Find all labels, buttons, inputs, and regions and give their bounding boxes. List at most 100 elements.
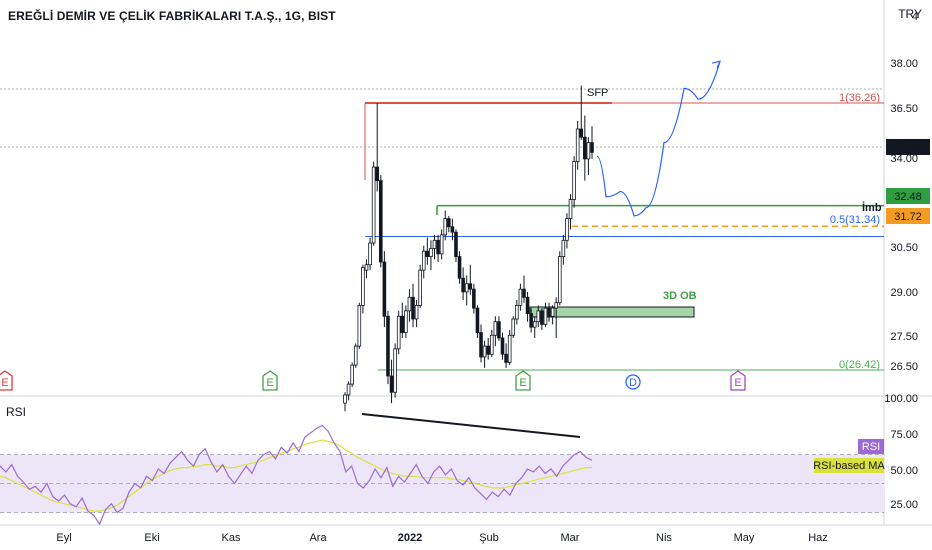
candle (411, 283, 415, 328)
candle-body (482, 345, 487, 358)
candle (432, 234, 437, 260)
fib-0-label: 0(26.42) (839, 359, 880, 371)
candle-body (500, 337, 505, 355)
candle (461, 267, 465, 300)
candle-body (439, 234, 444, 255)
candle-body (378, 180, 383, 263)
order-block-label: 3D OB (663, 290, 697, 302)
currency-label: TRY (898, 7, 922, 21)
sfp-label: SFP (587, 87, 608, 99)
candle (404, 305, 408, 338)
imbalance-badge: 31.72 (886, 208, 930, 224)
candle (353, 343, 358, 368)
rsi-tick: 100.00 (884, 393, 918, 405)
candle-body (450, 226, 455, 233)
event-marker: E (730, 370, 746, 391)
candle (457, 251, 462, 284)
rsi-tick: 50.00 (890, 465, 918, 477)
event-marker-letter: E (734, 377, 741, 389)
candle-body (350, 364, 354, 385)
candle-body (461, 277, 465, 293)
candle-body (511, 318, 516, 336)
last-price-badge-text: 34.44 (894, 142, 922, 154)
candle-body (565, 218, 569, 241)
candle (486, 337, 490, 360)
candle-body (590, 142, 594, 153)
candle (554, 297, 559, 338)
projection-path (596, 61, 721, 217)
candle-body (407, 296, 412, 312)
time-tick: Şub (479, 532, 499, 544)
event-marker: E (262, 370, 278, 391)
candle-body (404, 310, 408, 333)
candle (493, 316, 498, 347)
candle-body (421, 250, 426, 271)
price-tick: 30.50 (890, 242, 918, 254)
event-marker-shape (515, 370, 531, 391)
candle (443, 210, 448, 241)
rsi-value-badge-bg (858, 439, 884, 454)
rsi-ma-badge-text: RSI-based MA (813, 460, 885, 472)
candle (497, 316, 501, 341)
candle-body (468, 283, 473, 290)
time-tick: Haz (808, 532, 828, 544)
rsi-line (0, 424, 593, 526)
candle (389, 359, 394, 404)
candle (464, 275, 469, 306)
imbalance-label: İmb (862, 201, 882, 214)
time-tick: Kas (222, 532, 241, 544)
candle-body (447, 218, 451, 228)
candle-body (507, 334, 512, 363)
candle-body (532, 321, 537, 328)
candle-body (575, 128, 580, 163)
candle (414, 299, 419, 328)
candle (425, 237, 430, 265)
candle-body (515, 305, 519, 320)
candle (468, 264, 473, 295)
candle-body (525, 296, 530, 314)
candle-body (475, 307, 480, 333)
candle-body (479, 332, 483, 358)
candle (429, 240, 433, 271)
candle-body (518, 288, 523, 306)
candle (407, 289, 412, 322)
candle-body (343, 394, 347, 404)
candle-body (486, 345, 490, 355)
candle (543, 302, 548, 328)
candle (439, 229, 444, 260)
candle-body (386, 315, 390, 377)
resistance-badge-text: 32.48 (894, 191, 922, 203)
last-price-badge: 34.44 (886, 139, 930, 155)
candle-body (393, 348, 397, 393)
candle (522, 275, 526, 303)
event-marker: E (515, 370, 531, 391)
candle (504, 343, 508, 368)
price-tick: 27.50 (890, 331, 918, 343)
candle-body (432, 239, 437, 249)
candle (346, 381, 351, 401)
candle-body (382, 261, 387, 317)
candle (357, 302, 362, 349)
event-marker-shape (730, 370, 746, 391)
candle (518, 283, 523, 311)
candle-body (443, 218, 448, 236)
rsi-tick: 25.00 (890, 499, 918, 511)
candle-body (529, 313, 533, 328)
price-tick: 4 (912, 11, 918, 23)
candle (586, 137, 591, 176)
candle-body (457, 256, 462, 279)
price-tick: 34.00 (890, 153, 918, 165)
event-marker: E (0, 370, 13, 391)
candle (575, 120, 580, 170)
candle-body (583, 136, 587, 160)
candle-body (550, 307, 555, 317)
candle (540, 308, 544, 330)
candle-body (522, 288, 526, 298)
candle-body (572, 161, 576, 200)
candle (472, 283, 476, 314)
candle-body (371, 166, 376, 244)
order-block-zone (529, 306, 695, 318)
resistance-badge: 32.48 (886, 188, 930, 204)
candle (583, 115, 587, 181)
candle (450, 218, 455, 241)
